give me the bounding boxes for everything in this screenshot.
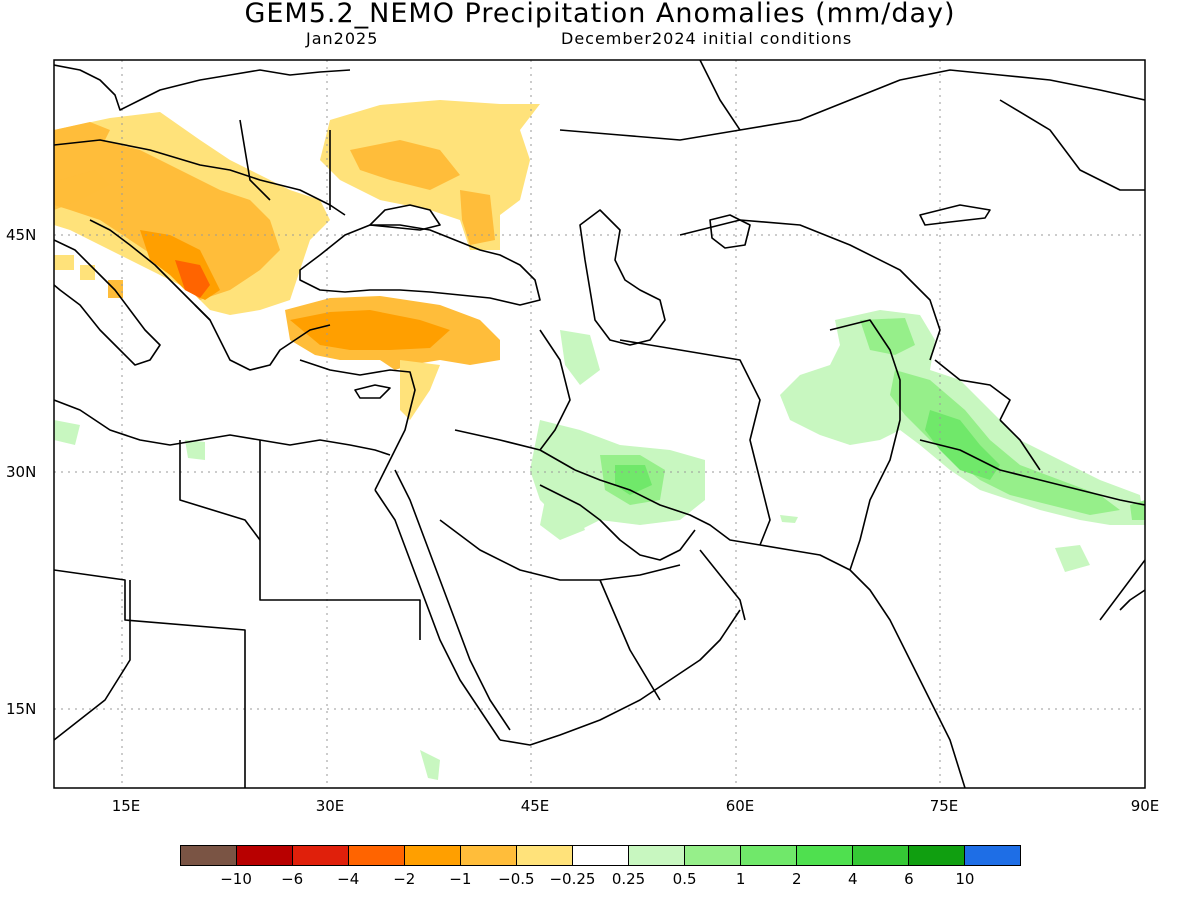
colorbar-box [965,846,1020,865]
colorbar-box [685,846,741,865]
lon-label-75e: 75E [929,797,959,815]
initial-conditions-label: December2024 initial conditions [561,29,853,48]
colorbar-tick-label: 0.25 [611,870,646,888]
lat-label-15n: 15N [6,700,37,718]
colorbar-box [909,846,965,865]
colorbar-box [293,846,349,865]
colorbar-tick-label: 2 [791,870,802,888]
lon-label-30e: 30E [315,797,345,815]
colorbar-tick-label: −1 [449,870,472,888]
wet-anomaly-iran [530,330,705,540]
colorbar-box [853,846,909,865]
lon-label-60e: 60E [725,797,755,815]
lon-label-45e: 45E [520,797,550,815]
colorbar-box [573,846,629,865]
colorbar-box [181,846,237,865]
colorbar-box [629,846,685,865]
colorbar [180,845,1021,866]
colorbar-box [405,846,461,865]
colorbar-box [349,846,405,865]
colorbar-tick-label: 6 [904,870,914,888]
colorbar-box [517,846,573,865]
dry-anomaly-ukraine [54,100,540,250]
colorbar-box [237,846,293,865]
colorbar-box [461,846,517,865]
lat-label-45n: 45N [6,226,37,244]
colorbar-box [741,846,797,865]
lon-label-90e: 90E [1130,797,1160,815]
coastlines-and-borders [54,60,1145,788]
colorbar-tick-label: −4 [337,870,360,888]
dry-anomaly-europe [54,112,330,315]
colorbar-tick-label: 10 [955,870,975,888]
wet-anomaly-afghanistan-himalaya [780,310,1145,572]
map-frame [53,59,1146,789]
valid-month-label: Jan2025 [306,29,379,48]
colorbar-tick-label: 4 [848,870,858,888]
wet-anomaly-misc [54,420,798,780]
dry-anomaly-anatolia [285,296,500,420]
map-title: GEM5.2_NEMO Precipitation Anomalies (mm/… [244,0,956,29]
colorbar-tick-label: −0.25 [549,870,596,888]
colorbar-box [797,846,853,865]
lon-label-15e: 15E [111,797,141,815]
lat-label-30n: 30N [6,463,37,481]
colorbar-tick-label: 1 [735,870,746,888]
colorbar-tick-label: −0.5 [498,870,535,888]
map-gridlines [54,60,1145,788]
colorbar-tick-label: −6 [281,870,304,888]
colorbar-tick-label: 0.5 [672,870,697,888]
colorbar-tick-label: −2 [393,870,416,888]
colorbar-tick-label: −10 [220,870,252,888]
